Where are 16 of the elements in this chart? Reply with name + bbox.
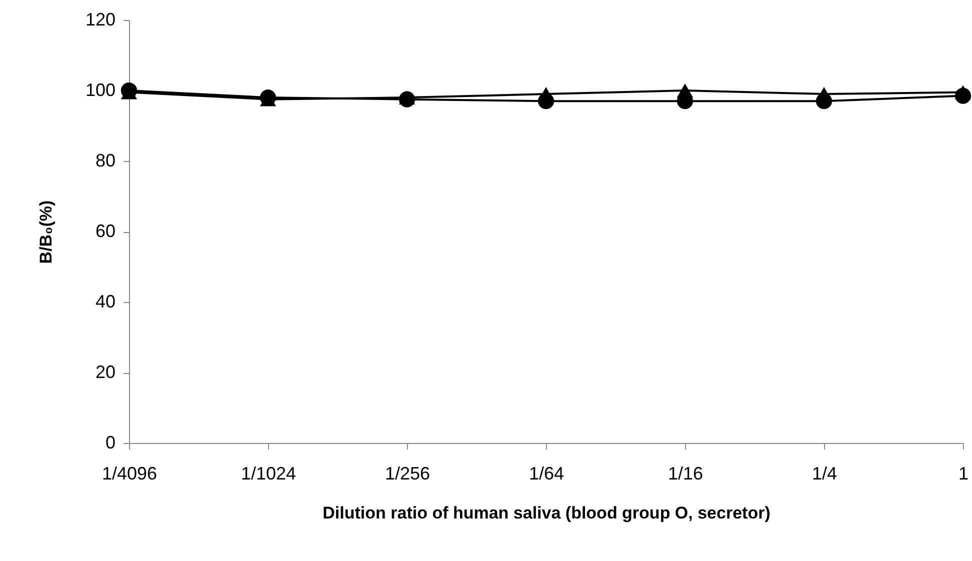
y-tick-label: 100	[85, 80, 116, 100]
x-tick-label: 1/4096	[102, 464, 158, 484]
y-axis-title: B/B₀(%)	[36, 200, 56, 264]
y-tick-label: 20	[95, 362, 116, 382]
x-tick-label: 1	[958, 464, 969, 484]
x-axis-title: Dilution ratio of human saliva (blood group O, secretor)	[322, 504, 770, 522]
x-tick-label: 1/16	[668, 464, 704, 484]
x-tick-label: 1/1024	[240, 464, 296, 484]
y-tick-label: 0	[105, 432, 116, 452]
x-tick-label: 1/256	[384, 464, 430, 484]
x-tick-label: 1/4	[812, 464, 838, 484]
y-tick-label: 40	[95, 292, 116, 312]
x-tick-label: 1/64	[528, 464, 564, 484]
y-tick-label: 80	[95, 150, 116, 170]
y-tick-label: 60	[95, 221, 116, 241]
y-tick-label: 120	[85, 10, 116, 30]
